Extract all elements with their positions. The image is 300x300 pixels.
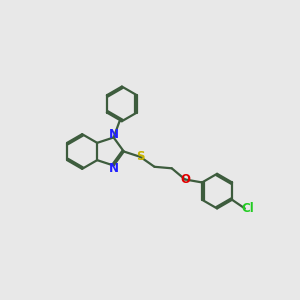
Text: N: N <box>109 128 118 141</box>
Text: S: S <box>136 150 145 164</box>
Text: O: O <box>180 173 190 186</box>
Text: N: N <box>109 162 118 175</box>
Text: Cl: Cl <box>242 202 255 215</box>
